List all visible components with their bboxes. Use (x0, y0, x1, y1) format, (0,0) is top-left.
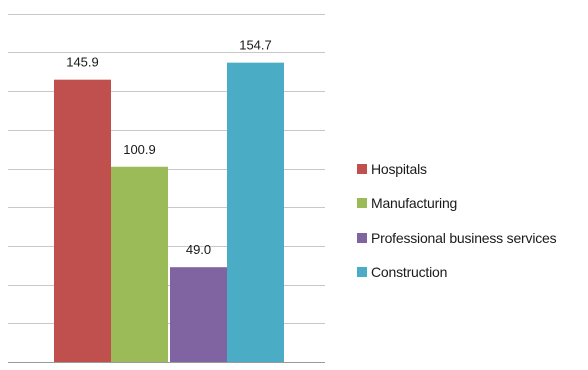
legend-label-hospitals: Hospitals (371, 160, 427, 177)
legend-swatch-construction (357, 267, 367, 277)
legend-item-hospitals: Hospitals (357, 160, 588, 177)
bars (54, 62, 284, 363)
bar-hospitals (54, 79, 111, 362)
bar-construction (227, 62, 284, 363)
legend-label-manufacturing: Manufacturing (371, 195, 458, 211)
legend-item-construction: Construction (357, 264, 588, 281)
data-label-construction: 154.7 (239, 38, 272, 53)
legend: Hospitals Manufacturing Professional bus… (357, 160, 588, 298)
legend-label-professional-business-services: Professional business services (371, 229, 557, 246)
legend-swatch-hospitals (357, 163, 367, 174)
data-labels: 145.9 100.9 49.0 154.7 (66, 38, 272, 258)
data-label-professional-business-services: 49.0 (186, 242, 211, 257)
legend-swatch-manufacturing (357, 198, 367, 208)
legend-swatch-professional-business-services (357, 232, 367, 243)
legend-item-professional-business-services: Professional business services (357, 229, 588, 246)
data-label-manufacturing: 100.9 (123, 142, 156, 157)
bar-professional-business-services (170, 267, 227, 362)
legend-item-manufacturing: Manufacturing (357, 195, 588, 212)
legend-label-construction: Construction (371, 264, 448, 280)
data-label-hospitals: 145.9 (66, 55, 99, 70)
bar-manufacturing (111, 166, 168, 362)
